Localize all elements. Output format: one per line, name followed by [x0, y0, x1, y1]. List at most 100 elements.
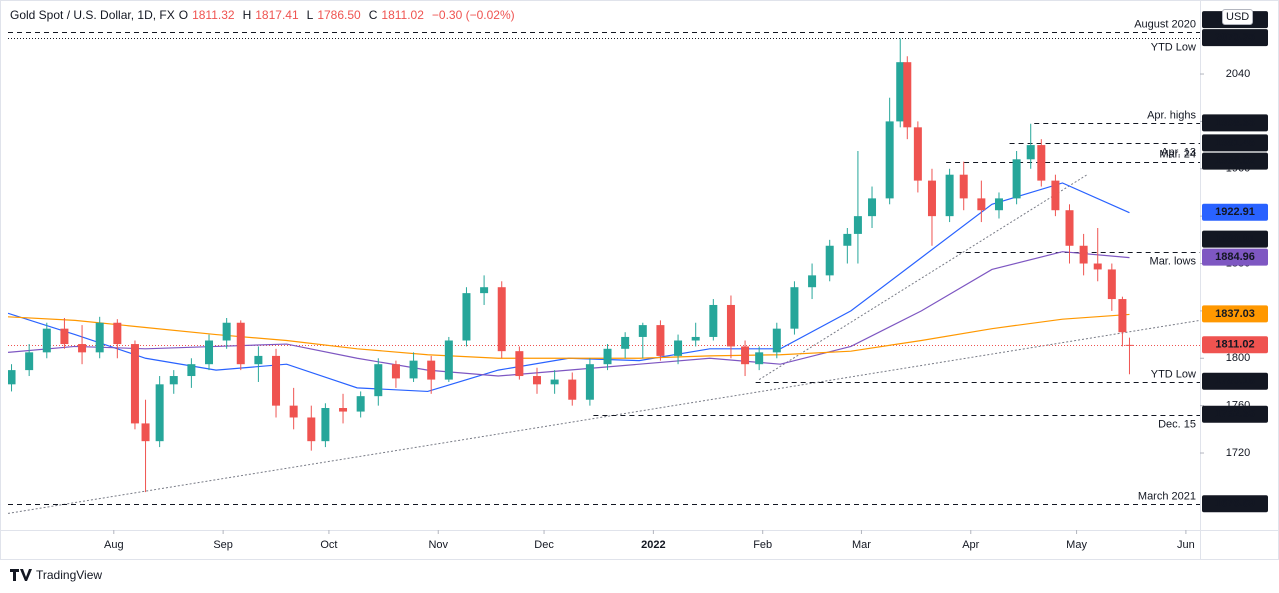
candle-body: [726, 304, 735, 347]
candle-body: [8, 370, 16, 385]
level-note: Mar. lows: [1150, 255, 1197, 267]
candle-body: [187, 364, 196, 377]
x-tick-label: Oct: [320, 539, 337, 551]
ohlc-value: 1811.02: [381, 8, 424, 22]
logo: [10, 569, 32, 581]
candle-body: [78, 344, 87, 353]
candle-body: [843, 233, 852, 246]
candle-body: [113, 322, 122, 345]
price-box-label: 1752.35: [1215, 408, 1255, 420]
price-box: [1202, 336, 1268, 354]
x-tick-label: 2022: [641, 539, 665, 551]
candle-body: [945, 174, 954, 217]
candle-body: [927, 180, 936, 217]
x-tick-label: Mar: [852, 539, 871, 551]
candle-body: [95, 322, 104, 353]
ohlc-value: 1817.41: [255, 8, 299, 22]
level-note: YTD Low: [1151, 368, 1196, 380]
candle-body: [772, 328, 781, 353]
price-box: [1202, 114, 1268, 132]
level-note: August 2020: [1134, 18, 1196, 30]
ohlc-key: H: [242, 8, 252, 22]
candle-body: [568, 379, 577, 400]
candle-body: [480, 287, 489, 294]
ohlc-key: O: [178, 8, 189, 22]
x-tick-label: May: [1066, 539, 1087, 551]
candle-body: [853, 216, 862, 234]
trendline: [758, 174, 1088, 381]
candle-body: [141, 423, 150, 442]
price-box-label: 1811.02: [1215, 339, 1254, 351]
level-note: Apr. 13: [1161, 146, 1196, 158]
candle-body: [236, 322, 245, 365]
candle-body: [25, 352, 34, 371]
x-tick-label: Sep: [213, 539, 233, 551]
candle-body: [391, 364, 400, 379]
candle-body: [825, 245, 834, 276]
candle-body: [409, 360, 418, 379]
candle-body: [896, 62, 905, 122]
price-box-label: 1676.69: [1215, 498, 1255, 510]
candle-body: [205, 340, 214, 365]
candle-body: [674, 340, 683, 356]
x-tick-label: Nov: [428, 539, 448, 551]
price-box-label: 1884.96: [1215, 251, 1255, 263]
candle-body: [585, 364, 594, 400]
candle-body: [977, 198, 986, 211]
candle-body: [497, 287, 506, 352]
y-tick-label: 1720: [1226, 447, 1250, 459]
brand: TradingView: [36, 568, 103, 582]
candle-body: [42, 328, 51, 353]
change: −0.30 (−0.02%): [431, 8, 515, 22]
ohlc-key: C: [368, 8, 378, 22]
ohlc-value: 1811.32: [192, 8, 235, 22]
candle-body: [550, 379, 559, 385]
candle-body: [60, 328, 69, 345]
price-box-label: 2070.35: [1215, 31, 1255, 43]
legend-header: Gold Spot / U.S. Dollar, 1D, FX O 1811.32…: [10, 8, 519, 22]
candle-body: [444, 340, 453, 380]
price-box: [1202, 29, 1268, 47]
candle-body: [307, 417, 316, 442]
candle-body: [130, 344, 139, 424]
currency-button[interactable]: USD: [1222, 9, 1254, 25]
x-tick-label: Feb: [753, 539, 772, 551]
candle-body: [691, 336, 700, 341]
candle-body: [272, 355, 281, 406]
price-box: [1202, 134, 1268, 152]
candle-body: [1012, 159, 1021, 199]
candle-body: [868, 198, 877, 217]
candle-body: [1093, 263, 1102, 270]
candle-body: [959, 174, 968, 199]
candle-body: [169, 376, 178, 385]
level-note: Mar. 24: [1159, 148, 1196, 160]
price-box: [1202, 203, 1268, 221]
candle-body: [374, 364, 383, 397]
candle-body: [1107, 269, 1116, 300]
level-note: Dec. 15: [1158, 418, 1196, 430]
candle-body: [603, 348, 612, 365]
x-tick-label: Dec: [534, 539, 554, 551]
price-box: [1202, 230, 1268, 248]
x-tick-label: Jun: [1177, 539, 1195, 551]
candle-body: [913, 127, 922, 181]
price-box: [1202, 305, 1268, 323]
price-box-label: 1889.91: [1215, 233, 1255, 245]
candle-body: [339, 408, 348, 412]
x-tick-label: Aug: [104, 539, 124, 551]
candle-body: [427, 360, 436, 380]
moving-average: [8, 251, 1130, 377]
symbol-title: Gold Spot / U.S. Dollar, 1D, FX: [10, 8, 175, 22]
candle-body: [808, 275, 817, 288]
candle-body: [790, 287, 799, 329]
price-box: [1202, 495, 1268, 513]
candle-body: [1026, 145, 1035, 160]
moving-average: [8, 313, 1130, 359]
price-box-label: 1966.02: [1215, 155, 1255, 167]
candle-body: [1065, 210, 1074, 246]
price-box: [1202, 372, 1268, 390]
candle-body: [885, 121, 894, 199]
